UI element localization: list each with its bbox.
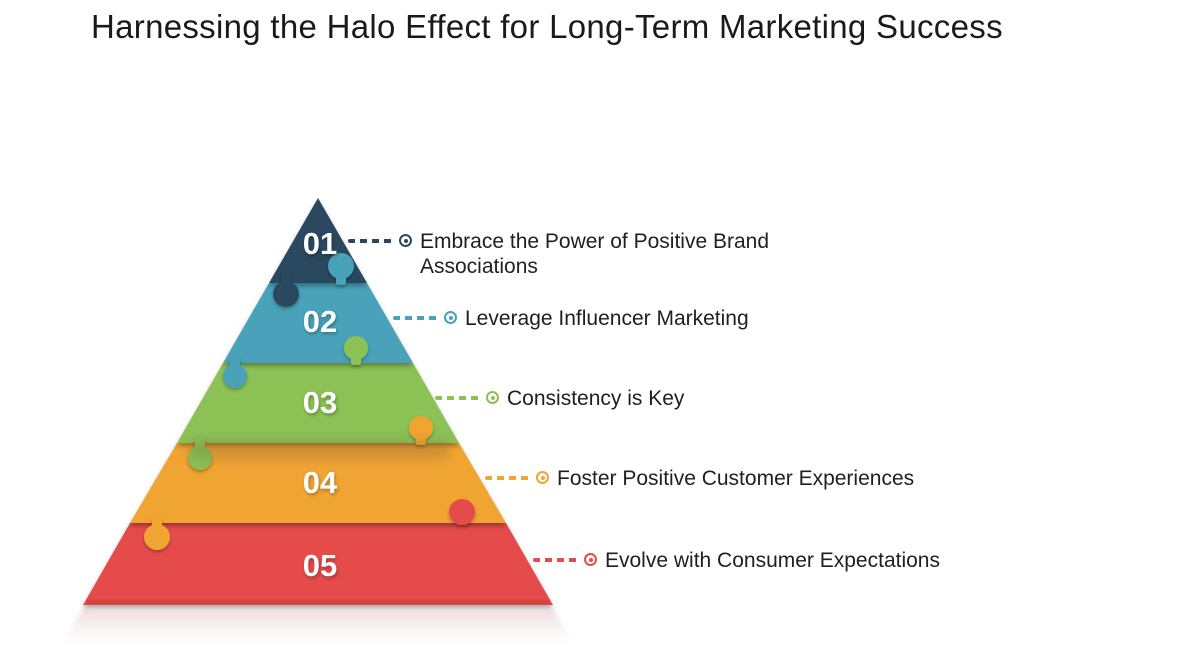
level-label: Consistency is Key — [507, 387, 685, 410]
level-label: Embrace the Power of Positive Brand Asso… — [420, 230, 770, 278]
circle-dot-icon — [486, 391, 499, 404]
puzzle-knob-orange-down — [144, 517, 170, 550]
level-04-number: 04 — [302, 465, 338, 500]
dashed-connector — [533, 558, 578, 562]
puzzle-knob-navy-down — [273, 271, 299, 307]
level-label: Leverage Influencer Marketing — [465, 307, 749, 330]
dashed-connector — [485, 476, 530, 480]
callout-row-01: Embrace the Power of Positive Brand Asso… — [348, 229, 838, 279]
page-title: Harnessing the Halo Effect for Long-Term… — [91, 8, 1003, 45]
pyramid-reflection — [59, 609, 577, 648]
pyramid-level-03-shape — [177, 363, 459, 443]
puzzle-knob-orange-up — [409, 416, 433, 445]
watermark — [188, 440, 450, 460]
puzzle-knob-green-up — [344, 336, 368, 365]
puzzle-knob-red-up — [449, 499, 475, 525]
level-02-number: 02 — [302, 304, 338, 339]
level-05-number: 05 — [302, 548, 338, 583]
circle-dot-icon — [444, 311, 457, 324]
dashed-connector — [435, 396, 480, 400]
dashed-connector — [393, 316, 438, 320]
callout-row-02: Leverage Influencer Marketing — [393, 306, 749, 331]
puzzle-knob-green-down — [188, 437, 212, 470]
level-label: Foster Positive Customer Experiences — [557, 467, 915, 490]
pyramid-level-04-shape — [130, 443, 506, 523]
puzzle-knob-teal-down — [223, 357, 247, 388]
callout-row-04: Foster Positive Customer Experiences — [485, 466, 914, 491]
circle-dot-icon — [584, 553, 597, 566]
puzzle-knob-teal-up — [328, 253, 354, 285]
level-01-number: 01 — [302, 226, 338, 261]
level-label: Evolve with Consumer Expectations — [605, 549, 940, 572]
circle-dot-icon — [536, 471, 549, 484]
pyramid-level-05-shape — [83, 523, 553, 605]
level-03-number: 03 — [302, 385, 338, 420]
callout-row-03: Consistency is Key — [435, 386, 684, 411]
callout-row-05: Evolve with Consumer Expectations — [533, 548, 940, 573]
circle-dot-icon — [399, 234, 412, 247]
dashed-connector — [348, 239, 393, 243]
